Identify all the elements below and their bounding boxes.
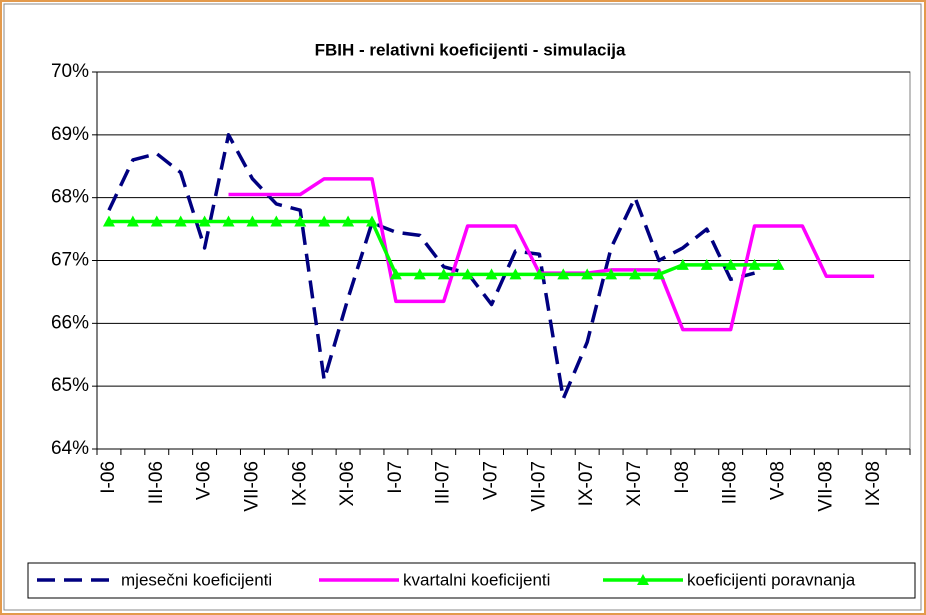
- x-tick-label: XI-06: [337, 461, 358, 506]
- x-tick-label: III-07: [433, 461, 454, 504]
- x-tick-label: V-07: [481, 461, 502, 500]
- x-tick-label: VII-08: [815, 461, 836, 512]
- y-tick-label: 66%: [51, 312, 89, 333]
- legend-marker: [637, 574, 649, 585]
- x-tick-label: IX-06: [289, 461, 310, 506]
- x-tick-label: V-08: [768, 461, 789, 500]
- x-tick-label: V-06: [194, 461, 215, 500]
- marker: [413, 268, 426, 280]
- marker: [126, 215, 139, 227]
- legend-label: kvartalni koeficijenti: [403, 570, 550, 589]
- x-tick-label: XI-07: [624, 461, 645, 506]
- marker: [270, 215, 283, 227]
- marker: [605, 268, 618, 280]
- marker: [102, 215, 115, 227]
- marker: [246, 215, 259, 227]
- marker: [198, 215, 211, 227]
- x-tick-label: I-08: [672, 461, 693, 494]
- marker: [365, 215, 378, 227]
- marker: [557, 268, 570, 280]
- y-tick-label: 68%: [51, 187, 89, 208]
- marker: [652, 268, 665, 280]
- x-tick-label: III-06: [146, 461, 167, 504]
- x-tick-label: VII-07: [528, 461, 549, 512]
- legend-box: [27, 562, 916, 599]
- marker: [389, 268, 402, 280]
- marker: [724, 258, 737, 270]
- y-tick-label: 70%: [51, 61, 89, 82]
- marker: [294, 215, 307, 227]
- y-tick-label: 67%: [51, 250, 89, 271]
- chart-area-border: [3, 3, 922, 611]
- x-tick-label: I-06: [98, 461, 119, 494]
- marker: [437, 268, 450, 280]
- marker: [485, 268, 498, 280]
- marker: [461, 268, 474, 280]
- y-tick-label: 64%: [51, 438, 89, 459]
- x-tick-label: IX-07: [576, 461, 597, 506]
- marker: [581, 268, 594, 280]
- series-line: [107, 133, 756, 401]
- marker: [772, 258, 785, 270]
- y-tick-label: 69%: [51, 124, 89, 145]
- marker: [150, 215, 163, 227]
- marker: [342, 215, 355, 227]
- marker: [222, 215, 235, 227]
- marker: [318, 215, 331, 227]
- marker: [509, 268, 522, 280]
- x-tick-label: VII-06: [241, 461, 262, 512]
- chart-title: FBIH - relativni koeficijenti - simulaci…: [315, 40, 626, 59]
- x-tick-label: III-08: [720, 461, 741, 504]
- legend-label: koeficijenti poravnanja: [687, 570, 856, 589]
- marker: [533, 268, 546, 280]
- marker: [629, 268, 642, 280]
- x-tick-label: IX-08: [863, 461, 884, 506]
- marker: [676, 258, 689, 270]
- marker: [748, 258, 761, 270]
- marker: [700, 258, 713, 270]
- x-tick-label: I-07: [385, 461, 406, 494]
- legend-label: mjesečni koeficijenti: [121, 570, 272, 589]
- y-tick-label: 65%: [51, 375, 89, 396]
- marker: [174, 215, 187, 227]
